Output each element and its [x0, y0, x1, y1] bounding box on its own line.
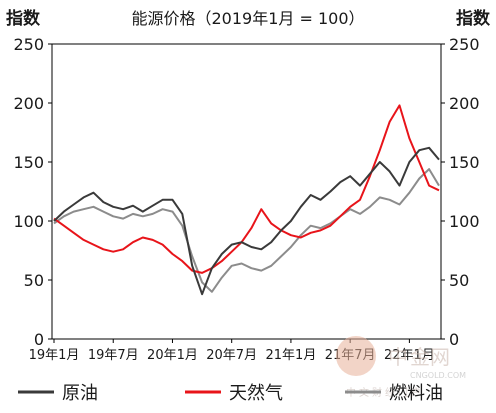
- watermark: 中 金网 CNGOLD.COM 中文财经门户: [336, 336, 466, 399]
- plot-frame: [51, 43, 442, 340]
- legend-label: 天然气: [229, 383, 283, 404]
- watermark-slogan: 中文财经门户: [346, 386, 424, 399]
- y-axis-right: 0 50 100 150 200 250: [441, 35, 480, 349]
- legend-label: 原油: [62, 383, 98, 404]
- x-tick-label: 21年1月: [266, 348, 317, 363]
- x-tick-label: 19年1月: [29, 348, 80, 363]
- legend: 原油 天然气 燃料油: [18, 383, 443, 404]
- series-line-3: [53, 168, 440, 293]
- x-axis: 19年1月19年7月20年1月20年7月21年1月21年7月22年1月: [29, 339, 435, 363]
- y-tick-label-left: 200: [13, 94, 44, 113]
- watermark-logo-icon: [336, 336, 376, 376]
- watermark-domain: CNGOLD.COM: [410, 371, 466, 380]
- y-tick-label-left: 250: [13, 35, 44, 54]
- series-lines: [53, 104, 440, 296]
- x-tick-label: 20年1月: [147, 348, 198, 363]
- y-tick-label-right: 50: [449, 271, 469, 290]
- watermark-text: 金网: [410, 345, 450, 369]
- series-line-1: [53, 146, 440, 296]
- y-tick-label-left: 50: [24, 271, 44, 290]
- y-tick-label-right: 200: [449, 94, 480, 113]
- y-tick-label-left: 150: [13, 153, 44, 172]
- series-line-2: [53, 104, 440, 274]
- watermark-char: 中: [388, 345, 408, 369]
- x-tick-label: 20年7月: [206, 348, 257, 363]
- y-tick-label-right: 100: [449, 212, 480, 231]
- y-tick-label-left: 0: [34, 330, 44, 349]
- y-tick-label-right: 0: [449, 330, 459, 349]
- right-axis-title: 指数: [456, 8, 491, 29]
- y-tick-label-right: 150: [449, 153, 480, 172]
- x-tick-label: 22年1月: [384, 348, 435, 363]
- y-axis-left: 0 50 100 150 200 250: [13, 35, 52, 349]
- legend-label: 燃料油: [389, 383, 443, 404]
- chart-title: 能源价格（2019年1月 = 100）: [131, 9, 364, 28]
- x-tick-label: 19年7月: [88, 348, 139, 363]
- left-axis-title: 指数: [6, 8, 41, 29]
- y-tick-label-left: 100: [13, 212, 44, 231]
- y-tick-label-right: 250: [449, 35, 480, 54]
